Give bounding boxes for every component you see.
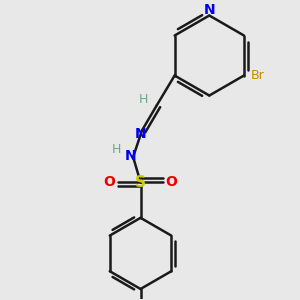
Text: O: O bbox=[103, 175, 115, 189]
Text: N: N bbox=[203, 3, 215, 17]
Text: O: O bbox=[166, 175, 178, 189]
Text: N: N bbox=[124, 148, 136, 163]
Text: Br: Br bbox=[250, 69, 264, 82]
Text: H: H bbox=[139, 93, 148, 106]
Text: N: N bbox=[135, 127, 146, 141]
Text: S: S bbox=[135, 175, 146, 190]
Text: H: H bbox=[112, 143, 122, 156]
